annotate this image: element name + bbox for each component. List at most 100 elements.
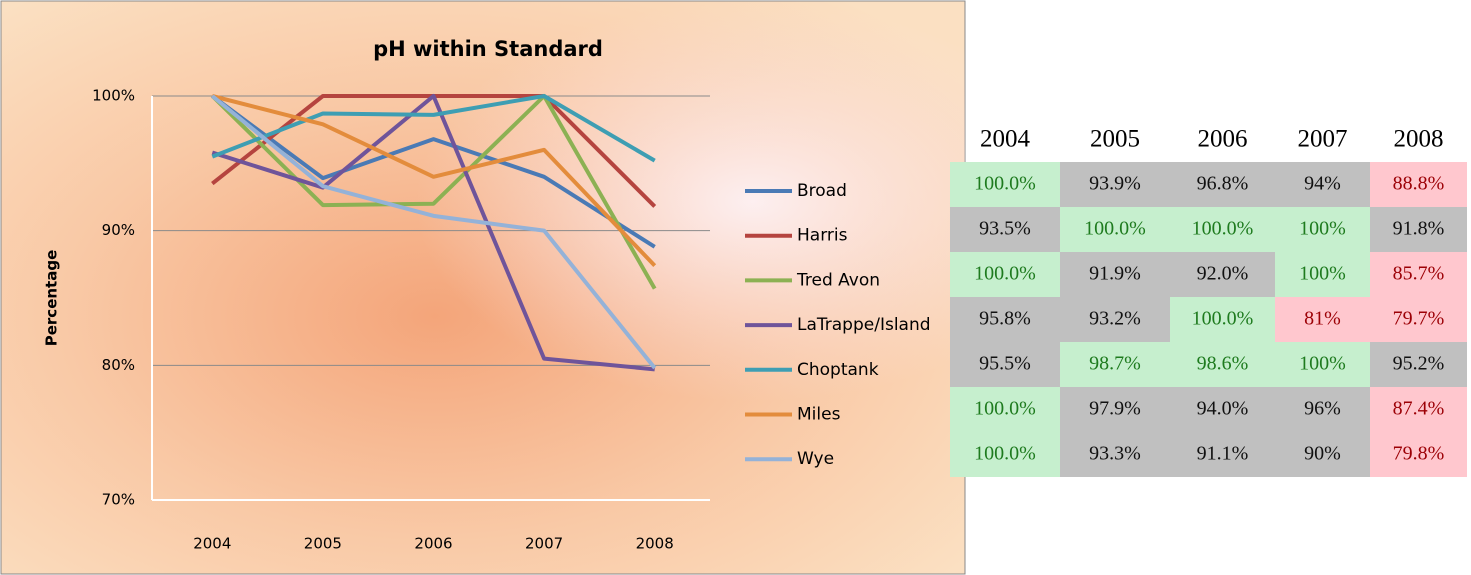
- table-cell-text: 100.0%: [974, 443, 1036, 465]
- table-cell-text: 93.2%: [1089, 308, 1141, 330]
- table-cell-text: 85.7%: [1393, 263, 1445, 285]
- x-tick-label: 2006: [414, 535, 452, 553]
- table-cell: [1370, 432, 1467, 477]
- table-cell-text: 92.0%: [1197, 263, 1249, 285]
- table-cell-text: 100.0%: [1084, 218, 1146, 240]
- table-cell: [1275, 207, 1370, 252]
- table-cell-text: 100.0%: [974, 263, 1036, 285]
- table-cell: [1370, 162, 1467, 207]
- table-cell: [1170, 387, 1275, 432]
- table-cell-text: 91.1%: [1197, 443, 1249, 465]
- table-cell: [1170, 432, 1275, 477]
- table-cell: [1060, 297, 1170, 342]
- table-cell: [1170, 297, 1275, 342]
- table-cell-text: 94%: [1304, 173, 1341, 195]
- series-line: [211, 94, 657, 370]
- table-cell: [1275, 162, 1370, 207]
- table-cell-text: 100.0%: [974, 173, 1036, 195]
- y-tick-label: 100%: [92, 87, 135, 105]
- table-cell: [1370, 387, 1467, 432]
- table-header: 2006: [1198, 126, 1248, 153]
- table-cell-text: 87.4%: [1393, 398, 1445, 420]
- table-cell: [1275, 387, 1370, 432]
- table-cell: [1370, 207, 1467, 252]
- table-cell: [1275, 432, 1370, 477]
- series-line: [211, 94, 656, 249]
- table-cell: [1170, 342, 1275, 387]
- table-cell: [1275, 297, 1370, 342]
- table-cell-text: 91.8%: [1393, 218, 1445, 240]
- legend-label: Harris: [797, 226, 848, 246]
- table-cell: [950, 252, 1060, 297]
- table-cell: [950, 387, 1060, 432]
- table-cell: [1370, 252, 1467, 297]
- table-cell: [1060, 252, 1170, 297]
- table-cell-text: 81%: [1304, 308, 1341, 330]
- table-cell-text: 91.9%: [1089, 263, 1141, 285]
- series-line: [211, 94, 657, 268]
- table-cell-text: 79.8%: [1393, 443, 1445, 465]
- legend-label: Tred Avon: [796, 270, 880, 290]
- table-cell: [950, 432, 1060, 477]
- chart-title: pH within Standard: [373, 37, 603, 61]
- table-cell: [1060, 207, 1170, 252]
- table-cell: [950, 297, 1060, 342]
- table-cell-text: 97.9%: [1089, 398, 1141, 420]
- table-cell-text: 100%: [1299, 353, 1346, 375]
- legend-label: Wye: [797, 449, 834, 469]
- table-cell: [1170, 162, 1275, 207]
- table-cell: [1060, 432, 1170, 477]
- table-cell-text: 100.0%: [1192, 218, 1254, 240]
- table-cell-text: 100.0%: [974, 398, 1036, 420]
- table-header: 2004: [980, 126, 1031, 153]
- legend-label: Choptank: [797, 360, 879, 380]
- table-cell-text: 93.5%: [979, 218, 1031, 240]
- table-cell-text: 79.7%: [1393, 308, 1445, 330]
- series-line: [211, 94, 656, 163]
- table-cell-text: 95.8%: [979, 308, 1031, 330]
- table-cell-text: 95.2%: [1393, 353, 1445, 375]
- x-tick-label: 2004: [193, 535, 231, 553]
- legend-label: Broad: [797, 181, 847, 201]
- table-cell-text: 98.7%: [1089, 353, 1141, 375]
- table-cell: [1060, 342, 1170, 387]
- y-tick-label: 80%: [102, 356, 135, 374]
- y-tick-label: 70%: [102, 491, 135, 509]
- table-cell-text: 98.6%: [1197, 353, 1249, 375]
- table-cell-text: 90%: [1304, 443, 1341, 465]
- table-cell-text: 100%: [1299, 263, 1346, 285]
- table-header: 2008: [1394, 126, 1444, 153]
- table-cell: [1060, 162, 1170, 207]
- y-axis-label: Percentage: [43, 250, 61, 347]
- table-cell-text: 96%: [1304, 398, 1341, 420]
- y-tick-label: 90%: [102, 221, 135, 239]
- x-tick-label: 2007: [525, 535, 563, 553]
- table-cell: [950, 342, 1060, 387]
- table-header: 2007: [1298, 126, 1348, 153]
- table-cell: [1170, 252, 1275, 297]
- x-tick-label: 2008: [636, 535, 674, 553]
- table-cell: [1275, 342, 1370, 387]
- table-cell: [1275, 252, 1370, 297]
- x-tick-label: 2005: [304, 535, 342, 553]
- legend-label: LaTrappe/Island: [797, 315, 931, 335]
- table-cell-text: 100%: [1299, 218, 1346, 240]
- table-cell: [1060, 387, 1170, 432]
- table-cell: [1170, 207, 1275, 252]
- table-cell-text: 96.8%: [1197, 173, 1249, 195]
- table-cell-text: 100.0%: [1192, 308, 1254, 330]
- table-cell-text: 93.9%: [1089, 173, 1141, 195]
- table-cell-text: 95.5%: [979, 353, 1031, 375]
- table-cell-text: 93.3%: [1089, 443, 1141, 465]
- series-line: [211, 94, 655, 372]
- table-cell-text: 88.8%: [1393, 173, 1445, 195]
- table-cell: [950, 207, 1060, 252]
- table-header: 2005: [1090, 126, 1140, 153]
- table-cell: [1370, 342, 1467, 387]
- table-cell: [1370, 297, 1467, 342]
- legend-label: Miles: [797, 405, 841, 425]
- table-cell-text: 94.0%: [1197, 398, 1249, 420]
- series-line: [210, 94, 657, 290]
